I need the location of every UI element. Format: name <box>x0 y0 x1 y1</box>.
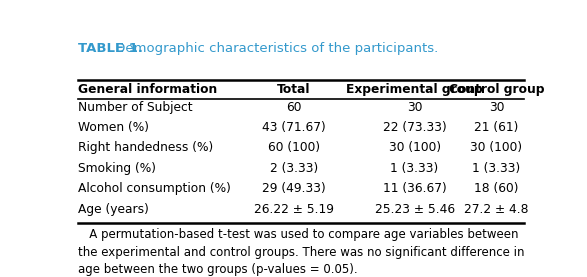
Text: A permutation-based t-test was used to compare age variables between
the experim: A permutation-based t-test was used to c… <box>78 228 524 276</box>
Text: Number of Subject: Number of Subject <box>78 101 193 114</box>
Text: 30: 30 <box>407 101 422 114</box>
Text: 27.2 ± 4.8: 27.2 ± 4.8 <box>464 203 529 216</box>
Text: Age (years): Age (years) <box>78 203 149 216</box>
Text: 30: 30 <box>489 101 504 114</box>
Text: 22 (73.33): 22 (73.33) <box>383 121 447 134</box>
Text: 30 (100): 30 (100) <box>470 142 522 155</box>
Text: TABLE 1.: TABLE 1. <box>78 42 143 55</box>
Text: 18 (60): 18 (60) <box>474 183 519 196</box>
Text: 1 (3.33): 1 (3.33) <box>473 162 521 175</box>
Text: Women (%): Women (%) <box>78 121 149 134</box>
Text: Alcohol consumption (%): Alcohol consumption (%) <box>78 183 231 196</box>
Text: 60 (100): 60 (100) <box>268 142 320 155</box>
Text: 29 (49.33): 29 (49.33) <box>262 183 326 196</box>
Text: Demographic characteristics of the participants.: Demographic characteristics of the parti… <box>111 42 438 55</box>
Text: 43 (71.67): 43 (71.67) <box>262 121 326 134</box>
Text: General information: General information <box>78 83 217 96</box>
Text: 25.23 ± 5.46: 25.23 ± 5.46 <box>375 203 454 216</box>
Text: 1 (3.33): 1 (3.33) <box>390 162 438 175</box>
Text: 60: 60 <box>286 101 302 114</box>
Text: Smoking (%): Smoking (%) <box>78 162 156 175</box>
Text: Experimental group: Experimental group <box>346 83 483 96</box>
Text: Control group: Control group <box>448 83 544 96</box>
Text: 11 (36.67): 11 (36.67) <box>383 183 447 196</box>
Text: 30 (100): 30 (100) <box>389 142 441 155</box>
Text: Right handedness (%): Right handedness (%) <box>78 142 213 155</box>
Text: 26.22 ± 5.19: 26.22 ± 5.19 <box>254 203 334 216</box>
Text: 21 (61): 21 (61) <box>474 121 519 134</box>
Text: Total: Total <box>277 83 311 96</box>
Text: 2 (3.33): 2 (3.33) <box>270 162 318 175</box>
